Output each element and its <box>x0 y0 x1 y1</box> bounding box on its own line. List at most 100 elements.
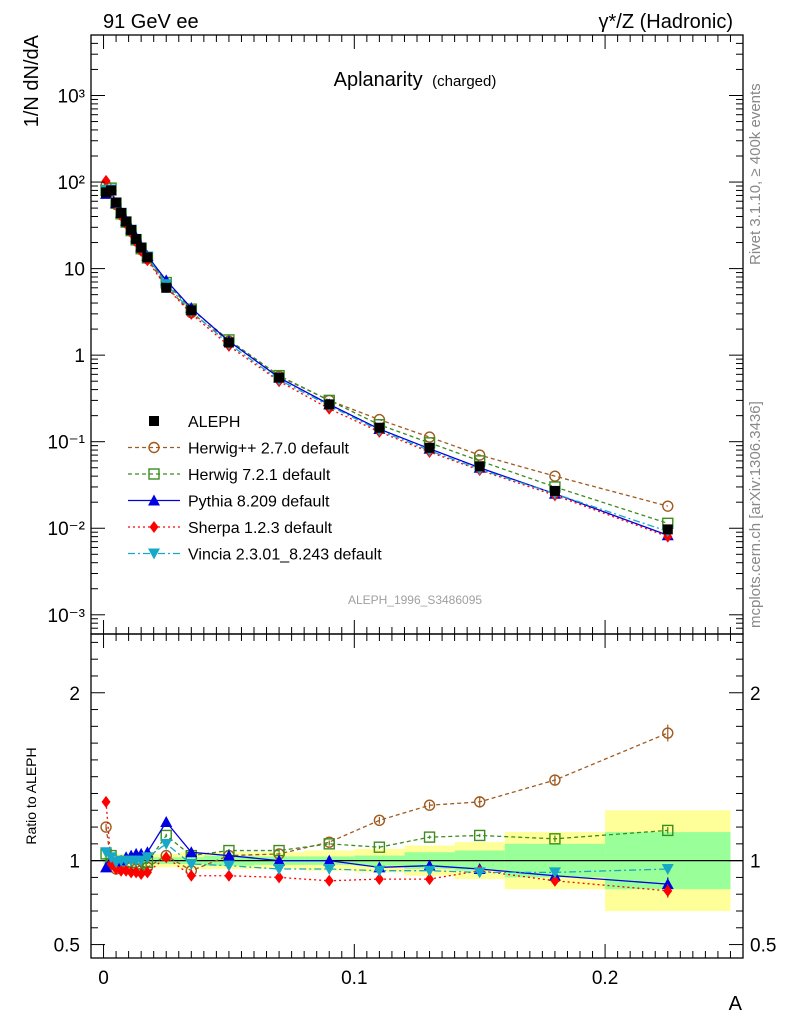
ratio-point <box>423 799 436 811</box>
legend-marker <box>148 441 160 454</box>
ratio-point <box>160 816 173 828</box>
ratio-point <box>273 864 286 876</box>
legend: ALEPH Herwig++ 2.7.0 default Herwig 7.2.1 … <box>128 414 382 564</box>
main-y-tick-label: 10⁻³ <box>48 606 86 627</box>
legend-item-vincia: Vincia 2.3.01_8.243 default <box>128 547 382 564</box>
data-point <box>126 224 137 235</box>
ratio-point <box>323 854 336 866</box>
x-tick-label: 0.2 <box>592 968 618 989</box>
ratio-series-vincia <box>100 838 674 879</box>
legend-item-herwigpp: Herwig++ 2.7.0 default <box>128 441 350 458</box>
data-point <box>274 372 285 383</box>
ratio-point <box>661 864 674 876</box>
ratio-point <box>425 873 435 886</box>
ratio-point <box>473 867 486 879</box>
legend-marker <box>149 416 159 426</box>
legend-item-aleph: ALEPH <box>149 414 240 431</box>
data-point <box>101 187 112 198</box>
ratio-point <box>549 833 561 845</box>
ratio-point <box>101 795 111 808</box>
ratio-point <box>373 865 386 877</box>
ratio-point <box>323 838 335 850</box>
data-point <box>662 524 673 535</box>
ratio-panel-series <box>100 724 674 898</box>
ratio-point <box>550 874 560 887</box>
ratio-point <box>423 865 436 877</box>
data-point <box>549 470 561 482</box>
main-y-tick-label: 1 <box>74 346 85 367</box>
ratio-point <box>473 796 486 808</box>
legend-item-herwig7: Herwig 7.2.1 default <box>128 467 331 484</box>
header-right: γ*/Z (Hadronic) <box>599 11 733 33</box>
ratio-point <box>324 874 334 887</box>
x-tick-label: 0.1 <box>341 968 367 989</box>
data-point <box>142 252 153 263</box>
data-point <box>223 337 234 348</box>
ratio-point <box>374 873 384 886</box>
ratio-y-axis-label: Ratio to ALEPH <box>23 747 39 844</box>
ratio-point <box>185 858 198 870</box>
data-point <box>473 449 486 461</box>
legend-item-pythia: Pythia 8.209 default <box>128 494 330 511</box>
ratio-point <box>548 867 561 879</box>
legend-item-sherpa: Sherpa 1.2.3 default <box>128 520 333 537</box>
ratio-point <box>224 869 234 882</box>
ratio-point <box>136 868 146 881</box>
series-sherpa <box>101 174 673 543</box>
ratio-point <box>222 849 235 861</box>
series-herwigpp <box>100 179 674 512</box>
ratio-y-tick-label-left: 2 <box>69 684 80 705</box>
ratio-point <box>222 860 235 872</box>
ratio-point <box>274 871 284 884</box>
legend-marker <box>148 548 160 560</box>
data-point <box>121 216 132 227</box>
series-aleph <box>101 185 673 535</box>
data-point <box>424 442 435 453</box>
x-axis-label: A <box>729 993 743 1015</box>
ratio-point <box>662 824 674 837</box>
ratio-point <box>373 841 386 853</box>
ratio-y-tick-label-left: 0.5 <box>54 936 80 957</box>
ratio-point <box>423 831 436 843</box>
data-point <box>136 242 147 253</box>
ratio-point <box>160 838 173 850</box>
ratio-point <box>161 851 171 864</box>
main-y-tick-label: 10⁻² <box>48 519 86 540</box>
legend-label: ALEPH <box>188 414 240 431</box>
ratio-point <box>549 774 561 786</box>
main-y-tick-label: 10³ <box>58 86 85 107</box>
data-point <box>549 485 560 496</box>
ratio-point <box>185 846 198 858</box>
legend-label: Herwig 7.2.1 default <box>188 467 331 484</box>
data-point <box>101 174 111 187</box>
x-tick-label: 0 <box>98 968 109 989</box>
legend-marker <box>149 521 159 533</box>
data-point <box>474 461 485 472</box>
chart-title-sub: (charged) <box>432 73 496 90</box>
legend-label: Herwig++ 2.7.0 default <box>188 441 350 458</box>
main-y-tick-label: 10² <box>58 173 85 194</box>
ratio-point <box>323 864 336 876</box>
ratio-point <box>141 852 154 864</box>
ratio-point <box>663 884 673 897</box>
ratio-point <box>473 829 486 842</box>
chart-title-main: Aplanarity <box>334 69 423 91</box>
data-point <box>374 422 385 433</box>
main-y-axis-label: 1/N dN/dA <box>21 34 43 127</box>
data-point <box>131 233 142 244</box>
ratio-y-tick-label-right: 0.5 <box>750 936 776 957</box>
legend-marker <box>148 468 160 480</box>
ratio-point <box>373 814 386 827</box>
ratio-y-tick-label-left: 1 <box>69 852 80 873</box>
ratio-point <box>142 866 152 879</box>
side-text-top: Rivet 3.1.10, ≥ 400k events <box>747 83 764 265</box>
series-herwig7 <box>100 182 674 530</box>
data-point <box>106 185 117 196</box>
legend-label: Pythia 8.209 default <box>188 494 330 511</box>
ratio-point <box>121 864 131 877</box>
ratio-point <box>186 869 196 882</box>
ratio-point <box>273 854 286 866</box>
ratio-y-tick-label-right: 2 <box>750 684 761 705</box>
ratio-point <box>126 866 136 879</box>
